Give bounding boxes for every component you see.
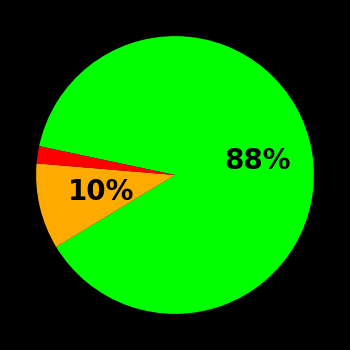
Text: 10%: 10% [68,178,134,206]
Text: 88%: 88% [224,147,290,175]
Wedge shape [37,146,175,175]
Wedge shape [39,36,314,314]
Wedge shape [36,163,175,247]
